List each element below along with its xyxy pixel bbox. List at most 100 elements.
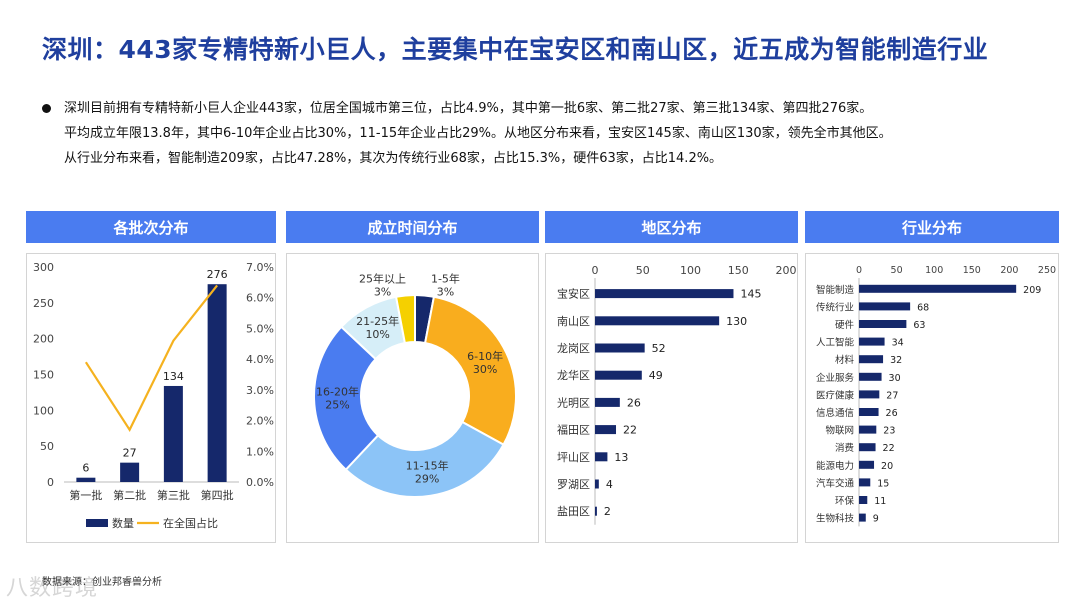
category-label: 信息通信 xyxy=(816,407,854,419)
bar-value-label: 130 xyxy=(726,315,747,328)
bar-5 xyxy=(859,355,884,364)
category-label: 医疗健康 xyxy=(816,389,855,401)
summary-line-1: 深圳目前拥有专精特新小巨人企业443家，位居全国城市第三位，占比4.9%，其中第… xyxy=(64,101,873,116)
bar-value-label: 68 xyxy=(917,302,929,313)
bullet-dot-icon xyxy=(42,104,51,113)
region-chart: 0 50 100 150 200 宝安区 145 南山区 130 龙岗区 52 龙华区 49 光明区 26 福… xyxy=(557,264,797,525)
y-tick-label: 150 xyxy=(33,369,54,382)
x-tick-label: 200 xyxy=(1000,265,1018,276)
category-label: 龙华区 xyxy=(557,368,590,382)
category-label: 福田区 xyxy=(557,423,590,437)
bar-11 xyxy=(859,460,875,469)
bar-9 xyxy=(595,506,597,516)
slice-label: 1-5年 xyxy=(431,271,460,285)
category-label: 材料 xyxy=(835,354,855,366)
region-header: 地区分布 xyxy=(545,211,798,243)
slice-value-label: 25% xyxy=(325,398,349,411)
category-label: 南山区 xyxy=(557,315,590,328)
bar-1 xyxy=(76,477,96,482)
bar-value-label: 34 xyxy=(892,338,904,349)
x-tick-label: 第二批 xyxy=(113,488,146,502)
bar-4 xyxy=(207,284,227,482)
category-label: 硬件 xyxy=(835,319,855,331)
slice-label: 6-10年 xyxy=(467,349,503,363)
slice-label: 11-15年 xyxy=(406,459,449,473)
watermark-logo: 八数跨境 xyxy=(6,576,99,601)
bar-value-label: 20 xyxy=(881,461,893,472)
y2-tick-label: 2.0% xyxy=(246,415,274,428)
x-tick-label: 第四批 xyxy=(201,488,234,502)
bar-value-label: 209 xyxy=(1023,285,1041,296)
bar-2 xyxy=(859,302,911,311)
category-label: 盐田区 xyxy=(557,505,590,518)
y-tick-label: 0 xyxy=(47,476,54,489)
bar-4 xyxy=(595,370,642,380)
bar-value-label: 2 xyxy=(604,505,611,518)
bar-value-label: 9 xyxy=(873,514,879,525)
industry-header: 行业分布 xyxy=(805,211,1059,243)
category-label: 智能制造 xyxy=(816,284,855,296)
y2-tick-label: 5.0% xyxy=(246,322,274,335)
bar-3 xyxy=(163,385,183,482)
bar-value-label: 11 xyxy=(874,496,886,507)
legend-bar-swatch xyxy=(86,519,108,527)
category-label: 罗湖区 xyxy=(557,478,590,491)
bar-12 xyxy=(859,478,871,487)
category-label: 传统行业 xyxy=(816,301,854,313)
bar-9 xyxy=(859,425,877,434)
bar-5 xyxy=(595,397,620,407)
batch-chart: 0 50 100 150 200 250 300 0.0% 1.0% 2.0% 3.0% 4.0% 5.… xyxy=(33,261,274,530)
bar-value-label: 63 xyxy=(913,320,925,331)
bar-value-label: 6 xyxy=(82,462,89,475)
x-tick-label: 第三批 xyxy=(157,488,190,502)
x-tick-label: 100 xyxy=(680,264,701,277)
category-label: 消费 xyxy=(835,442,854,454)
category-label: 坪山区 xyxy=(557,451,590,464)
y-tick-label: 300 xyxy=(33,261,54,274)
x-tick-label: 150 xyxy=(963,265,981,276)
slice-label: 25年以上 xyxy=(359,271,406,285)
y-tick-label: 50 xyxy=(40,440,54,453)
data-source-note: 数据来源：创业邦睿兽分析 xyxy=(42,577,162,588)
bar-value-label: 26 xyxy=(627,396,641,409)
y-tick-label: 100 xyxy=(33,404,54,417)
y2-tick-label: 0.0% xyxy=(246,476,274,489)
bar-value-label: 145 xyxy=(740,288,761,301)
y2-tick-label: 7.0% xyxy=(246,261,274,274)
category-label: 环保 xyxy=(835,495,855,507)
category-label: 宝安区 xyxy=(557,287,590,301)
legend-bar-label: 数量 xyxy=(112,517,134,530)
slice-label: 16-20年 xyxy=(316,384,359,398)
bar-value-label: 27 xyxy=(886,390,898,401)
category-label: 光明区 xyxy=(557,395,590,409)
category-label: 企业服务 xyxy=(816,372,855,384)
y2-tick-label: 3.0% xyxy=(246,384,274,397)
bar-13 xyxy=(859,496,868,504)
y2-tick-label: 6.0% xyxy=(246,292,274,305)
region-chart-panel: 0 50 100 150 200 宝安区 145 南山区 130 龙岗区 52 龙华区 49 光明区 26 福… xyxy=(545,253,798,543)
bar-value-label: 32 xyxy=(890,355,902,366)
bar-value-label: 27 xyxy=(123,447,137,460)
batch-chart-panel: 0 50 100 150 200 250 300 0.0% 1.0% 2.0% 3.0% 4.0% 5.… xyxy=(26,253,276,543)
bar-7 xyxy=(859,390,880,399)
category-label: 汽车交通 xyxy=(816,477,855,489)
batch-header: 各批次分布 xyxy=(26,211,276,243)
slice-value-label: 10% xyxy=(365,328,389,341)
slice-value-label: 30% xyxy=(473,363,497,376)
summary-line-3: 从行业分布来看，智能制造209家，占比47.28%，其次为传统行业68家，占比1… xyxy=(64,151,723,166)
bar-value-label: 15 xyxy=(877,478,889,489)
bar-value-label: 26 xyxy=(886,408,898,419)
category-label: 能源电力 xyxy=(816,460,854,472)
bar-2 xyxy=(120,462,140,482)
slice-value-label: 3% xyxy=(374,285,391,298)
category-label: 物联网 xyxy=(825,425,854,437)
slice-value-label: 29% xyxy=(415,473,439,486)
age-chart: 1-5年3%6-10年30%11-15年29%16-20年25%21-25年10… xyxy=(313,271,517,498)
slice-3 xyxy=(344,420,505,498)
age-header: 成立时间分布 xyxy=(286,211,539,243)
x-tick-label: 0 xyxy=(592,264,599,277)
bar-8 xyxy=(595,479,599,489)
bar-value-label: 13 xyxy=(614,451,628,464)
bar-8 xyxy=(859,408,879,416)
y2-tick-label: 1.0% xyxy=(246,445,274,458)
